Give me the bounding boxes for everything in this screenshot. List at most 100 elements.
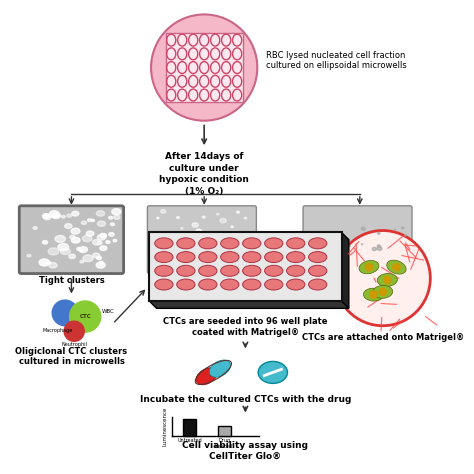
Ellipse shape bbox=[109, 216, 113, 219]
Ellipse shape bbox=[55, 236, 65, 242]
Ellipse shape bbox=[39, 259, 50, 266]
FancyBboxPatch shape bbox=[149, 232, 341, 301]
Ellipse shape bbox=[210, 360, 231, 377]
Ellipse shape bbox=[221, 249, 224, 251]
Ellipse shape bbox=[243, 252, 261, 263]
FancyBboxPatch shape bbox=[166, 33, 243, 102]
Ellipse shape bbox=[109, 233, 114, 236]
Ellipse shape bbox=[309, 238, 327, 249]
Ellipse shape bbox=[97, 256, 101, 260]
Ellipse shape bbox=[77, 247, 82, 251]
Ellipse shape bbox=[225, 266, 229, 269]
Circle shape bbox=[383, 276, 391, 283]
Ellipse shape bbox=[43, 215, 51, 220]
Ellipse shape bbox=[237, 211, 239, 213]
Ellipse shape bbox=[221, 279, 239, 290]
Ellipse shape bbox=[197, 252, 200, 254]
Ellipse shape bbox=[199, 279, 217, 290]
Ellipse shape bbox=[181, 228, 183, 229]
Ellipse shape bbox=[377, 246, 382, 250]
Ellipse shape bbox=[82, 221, 87, 225]
Ellipse shape bbox=[192, 223, 198, 227]
Ellipse shape bbox=[110, 223, 114, 226]
Ellipse shape bbox=[199, 252, 217, 263]
FancyBboxPatch shape bbox=[183, 419, 196, 436]
Ellipse shape bbox=[48, 248, 59, 255]
Ellipse shape bbox=[192, 263, 197, 266]
Ellipse shape bbox=[199, 265, 217, 276]
Ellipse shape bbox=[97, 241, 102, 245]
Ellipse shape bbox=[199, 234, 204, 238]
Ellipse shape bbox=[243, 265, 261, 276]
Ellipse shape bbox=[372, 247, 376, 251]
Ellipse shape bbox=[243, 279, 261, 290]
Ellipse shape bbox=[243, 238, 261, 249]
Text: CTCs are seeded into 96 well plate
coated with Matrigel®: CTCs are seeded into 96 well plate coate… bbox=[163, 318, 328, 337]
Ellipse shape bbox=[98, 221, 106, 227]
Ellipse shape bbox=[49, 211, 59, 218]
Ellipse shape bbox=[100, 234, 107, 238]
Text: RBC lysed nucleated cell fraction
cultured on ellipsoidal microwells: RBC lysed nucleated cell fraction cultur… bbox=[266, 51, 407, 70]
Ellipse shape bbox=[182, 241, 188, 245]
Ellipse shape bbox=[218, 266, 220, 267]
Circle shape bbox=[379, 288, 386, 295]
Ellipse shape bbox=[202, 216, 205, 218]
Circle shape bbox=[370, 291, 377, 298]
Ellipse shape bbox=[401, 227, 404, 229]
Ellipse shape bbox=[106, 241, 110, 244]
Ellipse shape bbox=[220, 219, 226, 223]
Ellipse shape bbox=[155, 238, 173, 249]
Ellipse shape bbox=[245, 217, 246, 219]
Text: Tight clusters: Tight clusters bbox=[38, 276, 104, 285]
Ellipse shape bbox=[156, 232, 160, 235]
Ellipse shape bbox=[157, 233, 161, 236]
Ellipse shape bbox=[91, 219, 94, 221]
Ellipse shape bbox=[330, 239, 334, 242]
Text: Incubate the cultured CTCs with the drug: Incubate the cultured CTCs with the drug bbox=[140, 395, 351, 404]
Ellipse shape bbox=[196, 229, 201, 233]
Ellipse shape bbox=[394, 229, 395, 230]
Ellipse shape bbox=[258, 362, 288, 383]
Ellipse shape bbox=[371, 264, 373, 265]
Ellipse shape bbox=[33, 227, 37, 229]
Ellipse shape bbox=[65, 224, 72, 228]
Text: Cell viability assay using
CellTiter Glo®: Cell viability assay using CellTiter Glo… bbox=[182, 441, 309, 460]
Ellipse shape bbox=[287, 265, 305, 276]
Ellipse shape bbox=[177, 238, 195, 249]
Text: CTCs are attached onto Matrigel®: CTCs are attached onto Matrigel® bbox=[301, 333, 464, 342]
Ellipse shape bbox=[71, 228, 80, 234]
Ellipse shape bbox=[155, 234, 157, 235]
Ellipse shape bbox=[113, 239, 117, 242]
Ellipse shape bbox=[233, 246, 237, 249]
Ellipse shape bbox=[71, 237, 80, 243]
Text: WBC: WBC bbox=[101, 309, 114, 314]
Ellipse shape bbox=[83, 255, 93, 262]
Ellipse shape bbox=[216, 261, 222, 265]
Ellipse shape bbox=[46, 261, 51, 264]
Circle shape bbox=[151, 15, 257, 121]
Text: CTC: CTC bbox=[79, 314, 91, 319]
Ellipse shape bbox=[228, 240, 234, 244]
Ellipse shape bbox=[373, 285, 393, 298]
Text: Luminescence: Luminescence bbox=[163, 407, 168, 446]
Ellipse shape bbox=[173, 263, 179, 266]
Circle shape bbox=[335, 230, 430, 326]
Ellipse shape bbox=[67, 214, 72, 217]
FancyBboxPatch shape bbox=[303, 206, 412, 273]
Ellipse shape bbox=[72, 211, 79, 216]
Ellipse shape bbox=[196, 368, 217, 385]
Ellipse shape bbox=[218, 233, 223, 237]
Ellipse shape bbox=[96, 262, 105, 268]
Ellipse shape bbox=[100, 261, 103, 264]
Ellipse shape bbox=[221, 252, 239, 263]
Ellipse shape bbox=[248, 265, 250, 266]
Ellipse shape bbox=[309, 279, 327, 290]
Polygon shape bbox=[149, 301, 349, 309]
Ellipse shape bbox=[231, 226, 233, 228]
Text: Neutrophil: Neutrophil bbox=[61, 342, 87, 347]
Ellipse shape bbox=[62, 215, 65, 218]
Circle shape bbox=[365, 264, 373, 271]
Ellipse shape bbox=[377, 273, 397, 286]
Ellipse shape bbox=[223, 257, 227, 260]
Ellipse shape bbox=[287, 238, 305, 249]
